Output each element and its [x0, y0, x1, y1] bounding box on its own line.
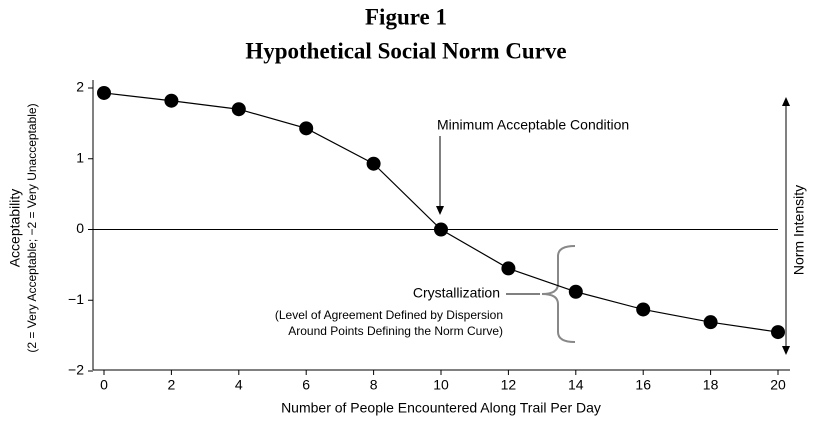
x-tick-label: 14: [568, 377, 584, 393]
annotation: Norm Intensity: [791, 185, 807, 275]
point: [771, 325, 785, 340]
y-tick-label: 2: [76, 79, 84, 95]
y-axis-label: Acceptability: [7, 189, 23, 268]
x-tick-label: 6: [302, 377, 310, 393]
annotation: Crystallization: [413, 285, 500, 301]
point: [164, 93, 179, 108]
point: [434, 222, 448, 237]
x-tick-label: 10: [433, 377, 449, 393]
x-tick-label: 8: [370, 377, 378, 393]
chart-title: Figure 1: [365, 4, 447, 29]
point: [299, 121, 314, 136]
x-tick-label: 18: [703, 377, 719, 393]
y-tick-label: 1: [76, 149, 84, 165]
y-tick-label: −1: [68, 291, 84, 307]
y-axis-label: (2 = Very Acceptable; −2 = Very Unaccept…: [25, 103, 39, 352]
point: [636, 302, 651, 317]
y-tick-label: 0: [76, 220, 84, 236]
x-tick-label: 2: [168, 377, 176, 393]
brace: [541, 245, 576, 343]
y-tick-label: −2: [68, 362, 84, 378]
annotation: Minimum Acceptable Condition: [437, 117, 629, 133]
x-axis-label: Number of People Encountered Along Trail…: [281, 400, 601, 416]
x-tick-label: 12: [501, 377, 517, 393]
point: [501, 261, 516, 276]
point: [703, 315, 718, 330]
annotation: (Level of Agreement Defined by Dispersio…: [275, 308, 503, 322]
x-tick-label: 16: [635, 377, 651, 393]
chart-subtitle: Hypothetical Social Norm Curve: [245, 38, 566, 63]
x-tick-label: 0: [100, 377, 108, 393]
annotation: Around Points Defining the Norm Curve): [288, 324, 503, 338]
x-tick-label: 4: [235, 377, 243, 393]
point: [366, 156, 381, 171]
point: [568, 284, 583, 299]
point: [231, 102, 246, 117]
x-tick-label: 20: [770, 377, 786, 393]
point: [97, 85, 111, 100]
